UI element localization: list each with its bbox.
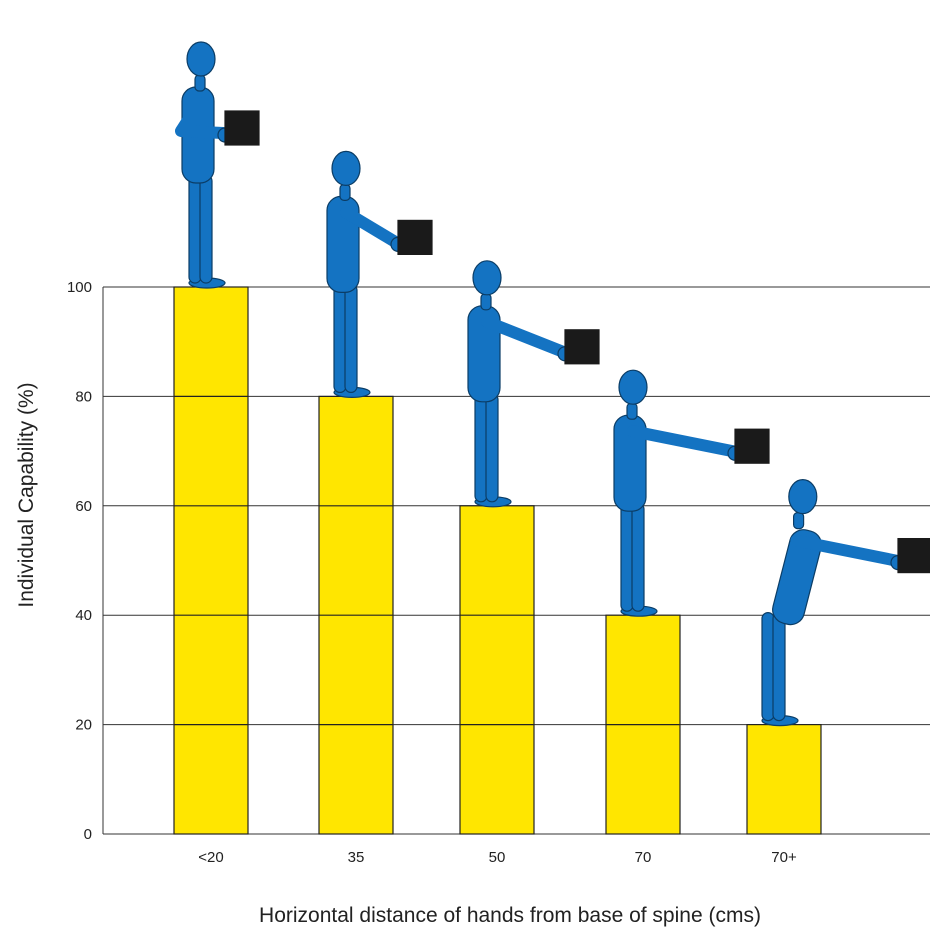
y-tick-label: 80	[75, 388, 92, 405]
person-holding-box-icon	[467, 260, 600, 508]
x-tick-label: 70	[635, 849, 652, 866]
box-icon	[224, 110, 260, 146]
person-holding-box-icon	[326, 150, 433, 398]
x-tick-label: 50	[489, 849, 506, 866]
x-tick-label: 70+	[771, 849, 797, 866]
box-icon	[897, 537, 930, 574]
y-tick-label: 0	[84, 826, 92, 843]
y-tick-label: 20	[75, 717, 92, 734]
box-icon	[564, 329, 600, 365]
person-holding-box-icon	[613, 369, 770, 617]
person-holding-box-icon	[175, 41, 260, 289]
figures	[175, 41, 930, 727]
box-icon	[734, 428, 770, 464]
y-tick-labels: 0 20 40 60 80 100	[67, 279, 92, 843]
bar-0	[173, 286, 249, 835]
y-tick-label: 60	[75, 498, 92, 515]
bar-2	[459, 505, 535, 835]
person-holding-box-icon	[761, 479, 930, 727]
bar-4	[746, 723, 822, 835]
x-tick-label: <20	[198, 849, 223, 866]
y-tick-label: 100	[67, 279, 92, 296]
box-icon	[397, 219, 433, 255]
x-axis-title: Horizontal distance of hands from base o…	[259, 904, 761, 927]
y-axis-title: Individual Capability (%)	[15, 382, 38, 607]
bars	[173, 286, 822, 835]
x-tick-label: 35	[348, 849, 365, 866]
x-tick-labels: <20 35 50 70 70+	[198, 849, 797, 866]
y-tick-label: 40	[75, 607, 92, 624]
